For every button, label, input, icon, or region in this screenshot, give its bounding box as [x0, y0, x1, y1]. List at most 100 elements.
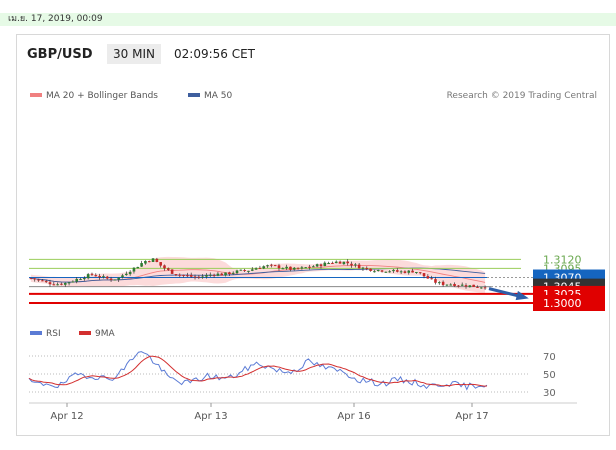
candle-body — [437, 282, 441, 284]
candle-body — [369, 268, 372, 271]
candle-body — [380, 270, 384, 272]
candle-body — [483, 287, 487, 289]
rsi-tick-1: 50 — [543, 370, 556, 381]
candle-body — [231, 272, 235, 274]
candle-body — [476, 286, 479, 288]
candle-body — [285, 266, 288, 269]
candle-body — [125, 273, 128, 276]
candle-body — [178, 274, 182, 276]
x-tick-label-2: Apr 16 — [337, 411, 370, 422]
candle-body — [426, 276, 430, 279]
candle-body — [98, 276, 101, 278]
candle-body — [445, 284, 449, 286]
candle-body — [147, 261, 151, 263]
candle-body — [292, 267, 296, 270]
candle-body — [155, 258, 159, 262]
candle-body — [266, 265, 269, 267]
candle-body — [289, 266, 292, 270]
candle-body — [342, 261, 346, 265]
candle-body — [346, 261, 349, 264]
candle-body — [243, 269, 246, 271]
candle-body — [109, 278, 113, 281]
candle-body — [182, 274, 185, 276]
candle-body — [170, 269, 174, 274]
candle-body — [396, 270, 399, 272]
candle-body — [392, 269, 395, 272]
candle-body — [52, 284, 56, 286]
candle-body — [56, 284, 59, 286]
candle-body — [376, 269, 380, 271]
candle-body — [132, 267, 136, 272]
candle-body — [434, 279, 437, 283]
candle-body — [399, 271, 403, 273]
candle-body — [338, 261, 342, 264]
bollinger-legend-swatch — [30, 93, 42, 97]
candle-body — [197, 276, 201, 278]
timestamp-bar: เม.ย. 17, 2019, 00:09 — [0, 13, 616, 26]
rsi-line — [28, 351, 488, 391]
candle-body — [60, 283, 63, 285]
candle-body — [33, 278, 37, 280]
candle-body — [239, 269, 243, 271]
candle-body — [415, 271, 418, 273]
candle-body — [174, 274, 178, 276]
candle-body — [163, 265, 166, 269]
ma50-legend-swatch — [188, 93, 200, 97]
candle-body — [273, 265, 277, 267]
candle-body — [468, 285, 472, 288]
level-label-0: 1.3120 — [543, 253, 582, 266]
candle-body — [315, 264, 319, 267]
candle-body — [220, 273, 224, 276]
candle-body — [144, 260, 147, 264]
candle-body — [235, 270, 239, 274]
candle-body — [41, 280, 44, 282]
candle-body — [403, 271, 407, 273]
candle-body — [151, 258, 155, 262]
candle-body — [357, 264, 361, 269]
timeframe-button[interactable]: 30 MIN — [107, 44, 161, 64]
candle-body — [388, 271, 391, 273]
bollinger-legend-label: MA 20 + Bollinger Bands — [46, 91, 158, 101]
candle-body — [205, 275, 208, 277]
chart-panel: GBP/USD 30 MIN 02:09:56 CET MA 20 + Boll… — [16, 34, 610, 436]
candle-body — [270, 264, 273, 266]
candle-body — [117, 277, 120, 280]
candle-body — [422, 273, 426, 277]
rsi-tick-2: 30 — [543, 388, 556, 399]
candle-body — [323, 262, 327, 267]
candle-body — [94, 275, 98, 277]
candle-body — [29, 278, 33, 280]
candle-body — [479, 287, 483, 289]
candle-body — [90, 273, 94, 275]
candle-body — [75, 278, 79, 282]
ma9-legend-label: 9MA — [95, 329, 115, 339]
candle-body — [44, 281, 48, 283]
candle-body — [331, 262, 334, 264]
candle-body — [159, 262, 162, 266]
candle-body — [201, 276, 204, 278]
credit-label: Research © 2019 Trading Central — [447, 91, 597, 101]
candle-body — [258, 268, 262, 270]
candle-body — [407, 270, 411, 273]
candle-body — [327, 262, 330, 264]
candle-body — [128, 271, 132, 275]
candle-body — [296, 267, 300, 269]
candle-body — [334, 261, 338, 264]
timestamp: เม.ย. 17, 2019, 00:09 — [8, 14, 103, 24]
candle-body — [411, 270, 414, 273]
candle-body — [67, 282, 71, 284]
candle-body — [361, 267, 365, 269]
chart-header: GBP/USD 30 MIN 02:09:56 CET — [17, 35, 609, 75]
candle-body — [373, 271, 376, 273]
candle-body — [208, 274, 212, 276]
candle-body — [193, 276, 197, 278]
candle-body — [186, 275, 189, 277]
candle-body — [277, 265, 281, 269]
legend: MA 20 + Bollinger Bands MA 50 Research ©… — [30, 91, 597, 101]
candle-body — [460, 284, 464, 286]
candle-body — [418, 272, 422, 274]
candle-body — [212, 274, 216, 276]
candle-body — [167, 268, 170, 270]
candle-body — [441, 281, 445, 286]
rsi-legend-label: RSI — [46, 329, 61, 339]
